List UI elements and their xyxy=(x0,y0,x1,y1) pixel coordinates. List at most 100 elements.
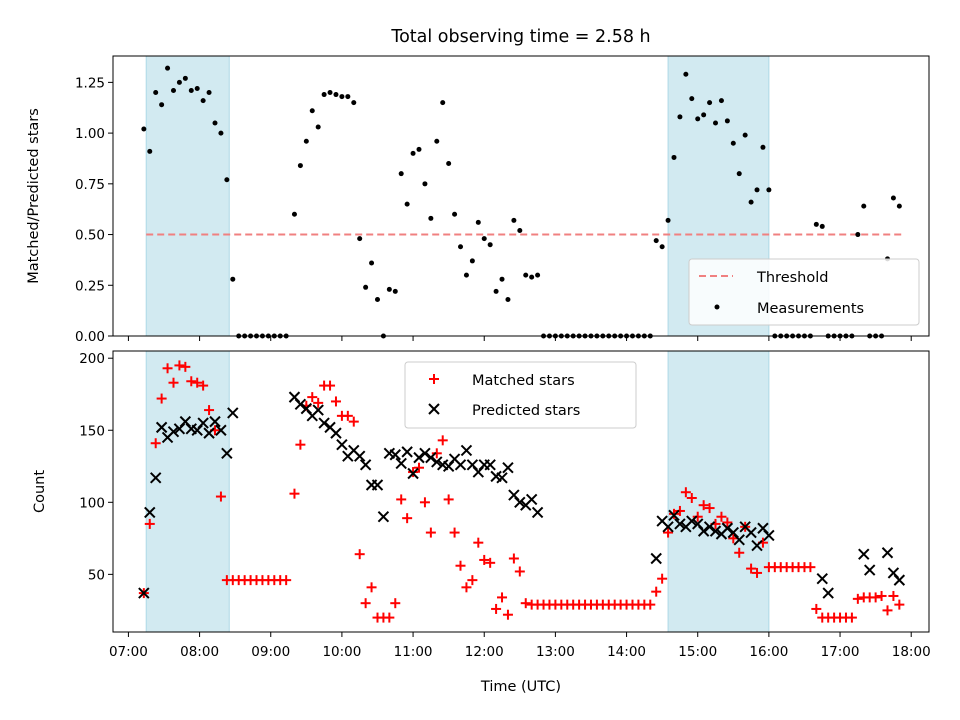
matched-star-point xyxy=(846,612,857,623)
matched-star-point xyxy=(419,497,430,508)
matched-star-point xyxy=(467,575,478,586)
matched-star-point xyxy=(144,518,155,529)
matched-star-point xyxy=(752,567,763,578)
matched-star-point xyxy=(746,563,757,574)
matched-star-point xyxy=(295,439,306,450)
predicted-star-point xyxy=(431,456,443,468)
predicted-star-point xyxy=(893,574,906,586)
matched-star-point xyxy=(156,393,167,404)
matched-star-point xyxy=(354,549,365,560)
measurement-point xyxy=(315,124,321,130)
matched-star-point xyxy=(289,488,300,499)
ratio-panel-y-axis-label: Matched/Predicted stars xyxy=(26,108,42,284)
measurement-point xyxy=(511,217,517,223)
predicted-star-point xyxy=(709,525,722,537)
predicted-star-point xyxy=(425,451,437,464)
matched-star-point xyxy=(348,416,359,427)
matched-star-point xyxy=(692,511,703,522)
measurement-point xyxy=(730,140,736,146)
measurement-point xyxy=(351,100,357,106)
matched-star-point xyxy=(281,575,292,586)
matched-star-point xyxy=(508,553,519,564)
legend-plus-marker xyxy=(429,374,439,384)
measurement-point xyxy=(481,236,487,242)
predicted-star-point xyxy=(312,404,324,416)
measurement-point xyxy=(153,90,159,96)
measurement-point xyxy=(141,126,147,132)
predicted-star-point xyxy=(525,493,538,506)
predicted-star-point xyxy=(496,472,508,484)
count-panel-x-axis-label: Time (UTC) xyxy=(480,679,561,695)
predicted-star-point xyxy=(294,398,307,411)
matched-star-point xyxy=(437,435,448,446)
matched-star-point xyxy=(461,582,472,593)
y-tick-label: 0.00 xyxy=(75,329,105,345)
predicted-star-point xyxy=(763,529,775,542)
count-panel-legend: Matched stars Predicted stars xyxy=(404,361,637,429)
matched-star-point xyxy=(198,380,209,391)
predicted-star-point xyxy=(215,424,227,436)
measurement-point xyxy=(713,120,719,126)
predicted-star-point xyxy=(413,451,425,464)
measurement-point xyxy=(701,112,707,118)
measurement-point xyxy=(446,161,452,167)
matched-star-point xyxy=(192,377,203,388)
matched-star-point xyxy=(215,491,226,502)
y-tick-label: 150 xyxy=(79,423,105,439)
measurement-point xyxy=(200,98,206,104)
shaded-interval-1 xyxy=(145,55,230,337)
measurement-point xyxy=(718,98,724,104)
measurement-point xyxy=(386,286,392,292)
measurement-point xyxy=(677,114,683,120)
legend-threshold-label: Threshold xyxy=(756,270,828,286)
ratio-panel: 0.00 0.25 0.50 0.75 1.00 1.25 Total observing… xyxy=(26,27,930,345)
measurement-point xyxy=(327,90,333,96)
legend-matched-swatch xyxy=(429,374,439,384)
ratio-panel-x-ticks xyxy=(127,336,912,341)
predicted-star-point xyxy=(419,447,431,460)
predicted-star-point xyxy=(371,479,384,491)
y-tick-label: 50 xyxy=(88,567,105,583)
matched-star-point xyxy=(651,586,662,597)
matched-star-point xyxy=(704,503,715,514)
predicted-star-point xyxy=(395,457,407,470)
matched-star-point xyxy=(150,438,161,449)
measurement-point xyxy=(724,118,730,124)
matched-star-point xyxy=(396,494,407,505)
x-tick-label: 16:00 xyxy=(749,644,788,660)
measurement-point xyxy=(890,195,896,201)
predicted-star-point xyxy=(697,525,710,537)
predicted-star-point xyxy=(377,511,390,523)
measurement-point xyxy=(188,87,194,93)
legend-measurements-label: Measurements xyxy=(757,301,864,317)
measurement-point xyxy=(206,90,212,96)
matched-star-point xyxy=(657,573,668,584)
matched-star-point xyxy=(313,397,324,408)
count-panel-x-ticks: 07:00 08:00 09:00 10:00 11:00 12:00 13:00 14:00… xyxy=(109,632,931,660)
x-tick-label: 18:00 xyxy=(892,644,931,660)
matched-star-point xyxy=(414,462,424,473)
legend-measurements-swatch xyxy=(714,304,720,310)
predicted-star-point xyxy=(330,427,342,439)
measurement-point xyxy=(665,217,671,223)
matched-star-point xyxy=(811,603,822,614)
measurement-point xyxy=(689,96,695,102)
predicted-star-point xyxy=(531,506,544,519)
matched-star-point xyxy=(162,363,173,374)
matched-star-point xyxy=(722,517,733,528)
measurement-point xyxy=(176,79,182,85)
measurement-point xyxy=(291,211,297,217)
measurement-point xyxy=(224,177,230,183)
predicted-star-point xyxy=(209,415,221,428)
predicted-stars-layer xyxy=(138,391,906,599)
matched-star-point xyxy=(485,557,496,568)
y-tick-label: 0.50 xyxy=(75,228,105,244)
x-tick-label: 17:00 xyxy=(821,644,860,660)
matched-star-point xyxy=(669,508,679,519)
predicted-star-point xyxy=(227,407,239,419)
predicted-star-point xyxy=(745,526,757,539)
measurement-point xyxy=(671,154,677,160)
legend-predicted-swatch xyxy=(428,403,440,415)
ratio-panel-y-ticks: 0.00 0.25 0.50 0.75 1.00 1.25 xyxy=(75,75,113,345)
